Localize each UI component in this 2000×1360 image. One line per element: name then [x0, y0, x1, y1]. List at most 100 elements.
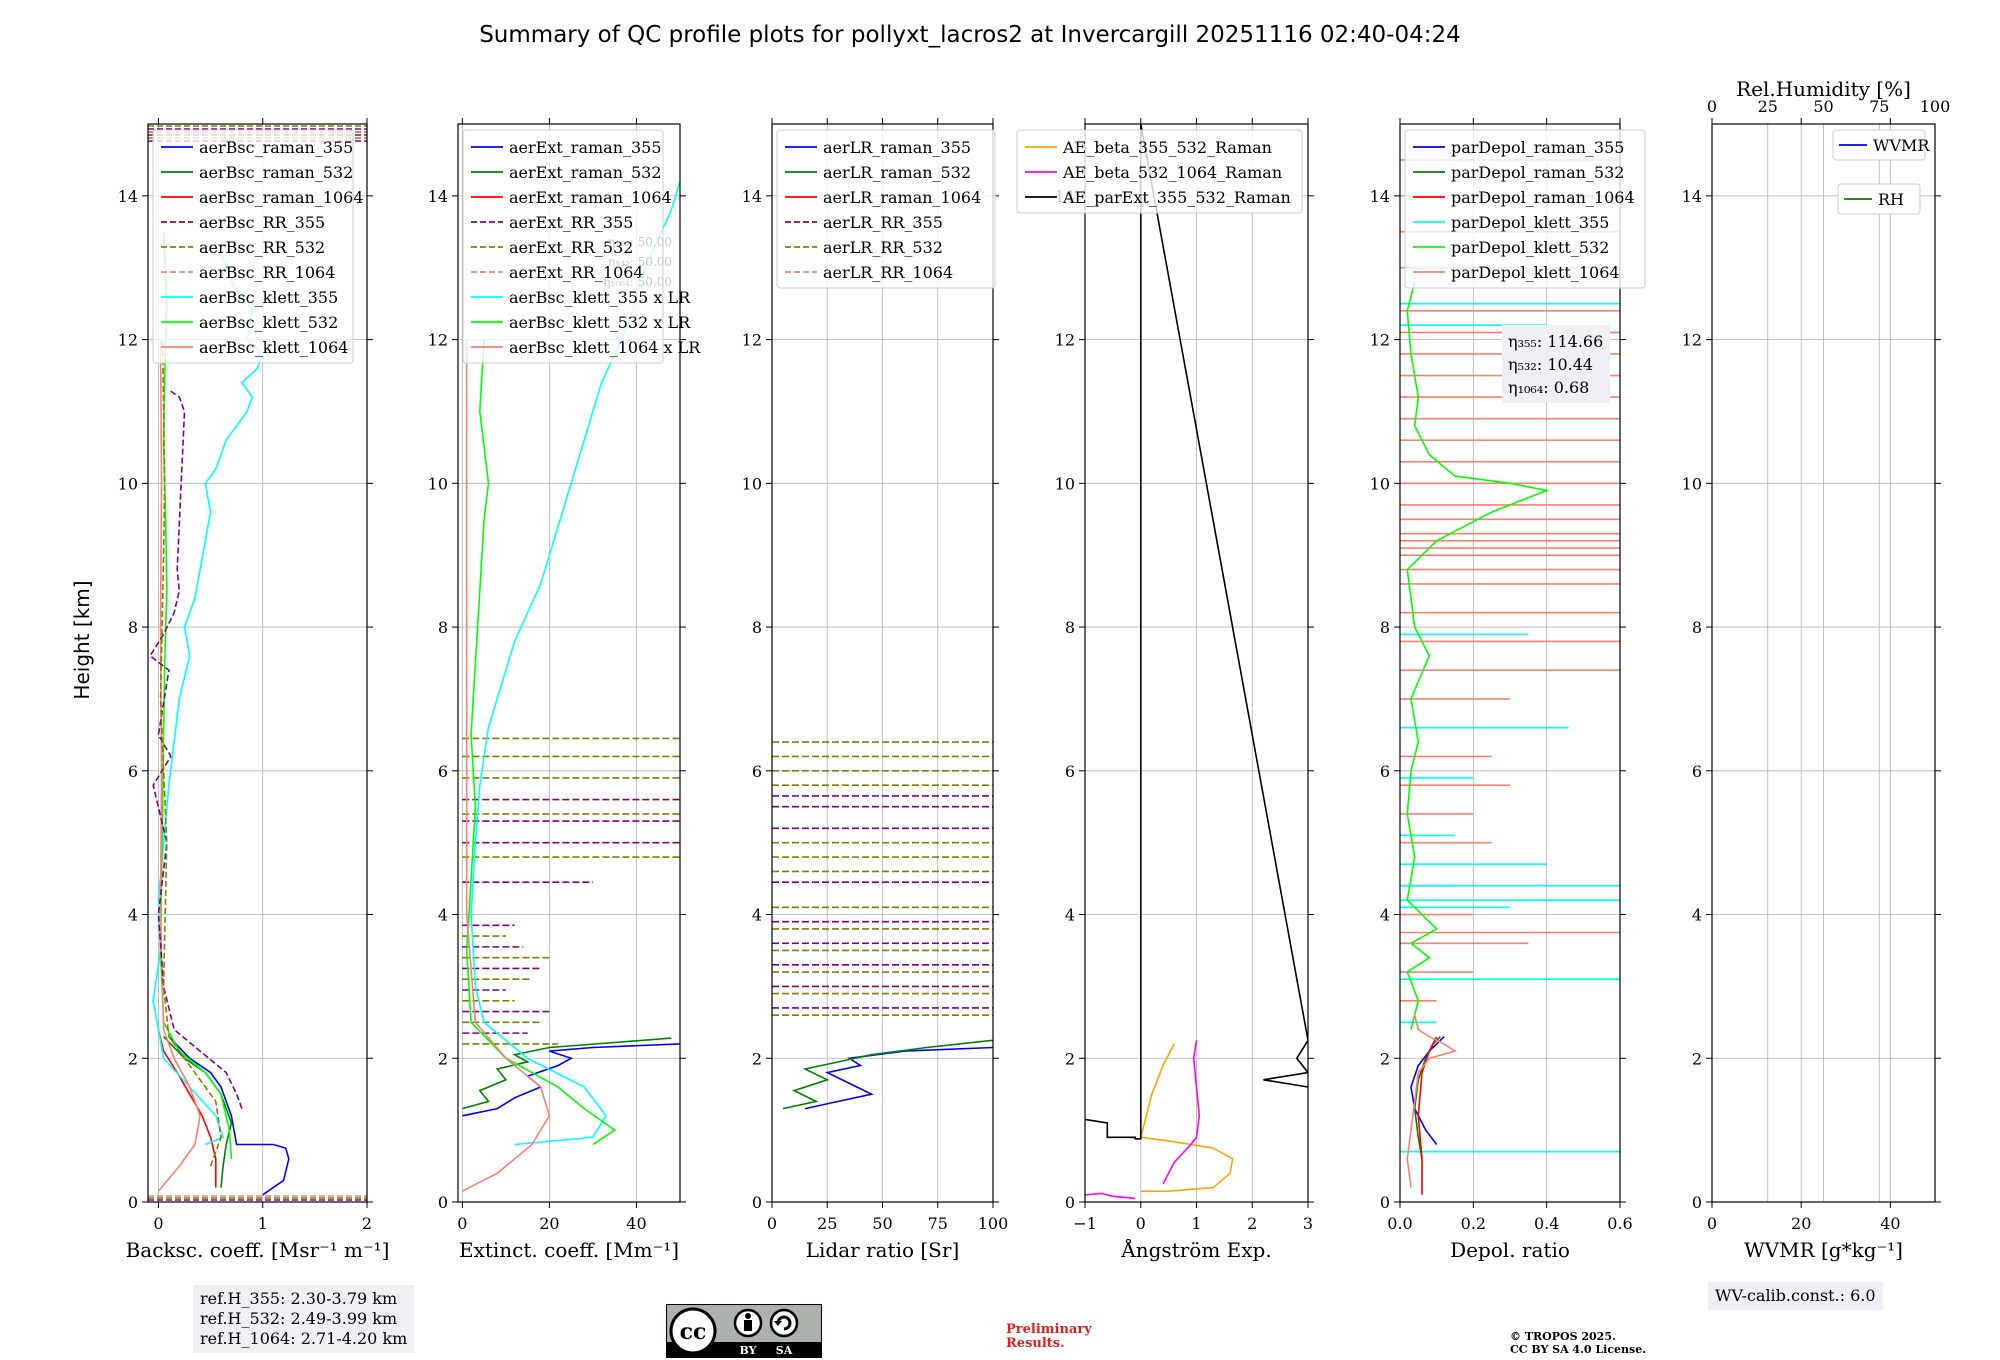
preliminary-note: Preliminary Results. — [1006, 1323, 1092, 1351]
series-AE_magenta_low — [1085, 1192, 1136, 1200]
x2-tick-label: 75 — [1869, 97, 1889, 116]
y-tick-label: 14 — [742, 187, 762, 206]
y-tick-label: 12 — [1370, 331, 1390, 350]
legend-label: aerBsc_klett_532 x LR — [509, 313, 691, 332]
eta-label: η₃₅₅: 114.66 — [1508, 332, 1603, 351]
y-tick-label: 8 — [1692, 618, 1702, 637]
x-tick-label: 1 — [258, 1214, 268, 1233]
series-parDepol_klett_1064 — [1406, 1014, 1457, 1188]
x-tick-label: 75 — [928, 1214, 948, 1233]
y-tick-label: 4 — [1692, 906, 1702, 925]
preliminary-line-2: Results. — [1006, 1336, 1065, 1351]
legend-label: aerLR_RR_355 — [823, 213, 943, 232]
series-AE_beta_532_1064_Raman — [1162, 1040, 1201, 1185]
y-tick-label: 14 — [118, 187, 138, 206]
y-tick-label: 6 — [128, 762, 138, 781]
copyright-line-2: CC BY SA 4.0 License. — [1510, 1343, 1647, 1356]
legend-label: aerLR_RR_532 — [823, 238, 943, 257]
legend-label: parDepol_raman_1064 — [1451, 188, 1635, 207]
legend-label: aerExt_RR_355 — [509, 213, 633, 232]
cc-circle-icon — [669, 1307, 717, 1355]
y-tick-label: 2 — [1692, 1049, 1702, 1068]
legend-label: aerBsc_klett_355 x LR — [509, 288, 691, 307]
ref-height-532: ref.H_532: 2.49-3.99 km — [200, 1309, 398, 1328]
series-aerBsc_raman_532 — [163, 1036, 233, 1188]
x-axis-label: Backsc. coeff. [Msr⁻¹ m⁻¹] — [126, 1238, 390, 1262]
legend-label: AE_beta_355_532_Raman — [1062, 138, 1272, 157]
x2-tick-label: 0 — [1707, 97, 1717, 116]
y-tick-label: 10 — [1370, 474, 1390, 493]
legend-label: aerBsc_RR_1064 — [199, 263, 335, 282]
plot-area-5 — [1400, 159, 1620, 1195]
series-aerBsc_RR_355 — [149, 389, 243, 1109]
axes-frame — [1399, 123, 1621, 1203]
legend-box — [1832, 129, 1926, 161]
x-tick-label: 40 — [1880, 1214, 1900, 1233]
legend-label: aerExt_raman_532 — [509, 163, 662, 182]
legend-5: parDepol_raman_355 parDepol_raman_532 parD… — [1404, 129, 1646, 289]
x-tick-label: 50 — [872, 1214, 892, 1233]
cc-badge-by-label: BY — [740, 1344, 757, 1357]
y-tick-label: 14 — [1682, 187, 1702, 206]
svg-text:cc: cc — [680, 1319, 707, 1345]
x-axis-label: Depol. ratio — [1450, 1238, 1570, 1262]
series-AE_beta_355_532_Raman — [1139, 1043, 1234, 1192]
x-axis-label: Extinct. coeff. [Mm⁻¹] — [459, 1238, 679, 1262]
x-tick-label: 0.0 — [1387, 1214, 1412, 1233]
panel-5: 0.0 0.2 0.4 0.6 0 2 4 6 8 10 12 14 Depol. ratio parDe… — [1370, 118, 1646, 1262]
y-tick-label: 4 — [1380, 906, 1390, 925]
legend-3: aerLR_raman_355 aerLR_raman_532 aerLR_rama… — [776, 129, 996, 289]
legend-label: aerExt_raman_1064 — [509, 188, 672, 207]
wv-calib-box: WV-calib.const.: 6.0 — [1708, 1282, 1883, 1310]
x-tick-label: 3 — [1303, 1214, 1313, 1233]
y-tick-label: 8 — [438, 618, 448, 637]
legend-label: WVMR — [1873, 136, 1930, 155]
x-tick-label: 20 — [539, 1214, 559, 1233]
y-tick-label: 10 — [742, 474, 762, 493]
y-tick-label: 6 — [1692, 762, 1702, 781]
legend-label: aerLR_raman_1064 — [823, 188, 981, 207]
legend-label: aerBsc_klett_1064 — [199, 338, 348, 357]
legend-label: aerBsc_raman_532 — [199, 163, 353, 182]
y-tick-label: 10 — [118, 474, 138, 493]
axes-frame — [457, 123, 681, 1203]
x-tick-label: 0 — [153, 1214, 163, 1233]
axes-frame — [1711, 123, 1936, 1203]
series-parDepol_raman_355 — [1410, 1036, 1445, 1145]
legend-1: aerBsc_raman_355 aerBsc_raman_532 aerBsc_r… — [152, 129, 364, 364]
legend-label: aerBsc_raman_355 — [199, 138, 353, 157]
x-tick-label: 2 — [1247, 1214, 1257, 1233]
x-tick-label: 20 — [1791, 1214, 1811, 1233]
legend-label: parDepol_raman_532 — [1451, 163, 1624, 182]
legend-label: aerExt_RR_1064 — [509, 263, 644, 282]
legend-label: AE_beta_532_1064_Raman — [1062, 163, 1282, 182]
x2-tick-label: 50 — [1813, 97, 1833, 116]
series-parDepol_klett_532 — [1406, 281, 1550, 1030]
series-aerExt_raman_355 — [462, 1043, 680, 1117]
series-parDepol_raman_1064 — [1417, 1036, 1438, 1195]
eta-label: η₅₃₂: 10.44 — [1508, 355, 1593, 374]
figure-title: Summary of QC profile plots for pollyxt_… — [479, 22, 1461, 48]
legend-box — [1837, 183, 1921, 215]
series-aerBsc_raman_1064 — [157, 1029, 217, 1188]
legend-label: aerLR_RR_1064 — [823, 263, 953, 282]
legend-label: parDepol_raman_355 — [1451, 138, 1624, 157]
legend-label: aerBsc_klett_1064 x LR — [509, 338, 701, 357]
x-tick-label: 100 — [978, 1214, 1009, 1233]
legend-label: parDepol_klett_532 — [1451, 238, 1609, 257]
legend-label: aerBsc_klett_355 — [199, 288, 338, 307]
legend-box — [776, 129, 996, 289]
copyright-line-1: © TROPOS 2025. — [1510, 1330, 1616, 1343]
series-aerBsc_klett_1064 x LR — [462, 339, 551, 1192]
y-tick-label: 12 — [428, 331, 448, 350]
legend-label: aerLR_raman_532 — [823, 163, 971, 182]
legend-box — [462, 129, 664, 364]
x-axis-label: Ångström Exp. — [1120, 1237, 1271, 1262]
y-tick-label: 4 — [128, 906, 138, 925]
y-tick-label: 2 — [438, 1049, 448, 1068]
y-tick-label: 12 — [118, 331, 138, 350]
y-tick-label: 4 — [438, 906, 448, 925]
cc-license-badge: cc BY SA — [666, 1304, 822, 1358]
